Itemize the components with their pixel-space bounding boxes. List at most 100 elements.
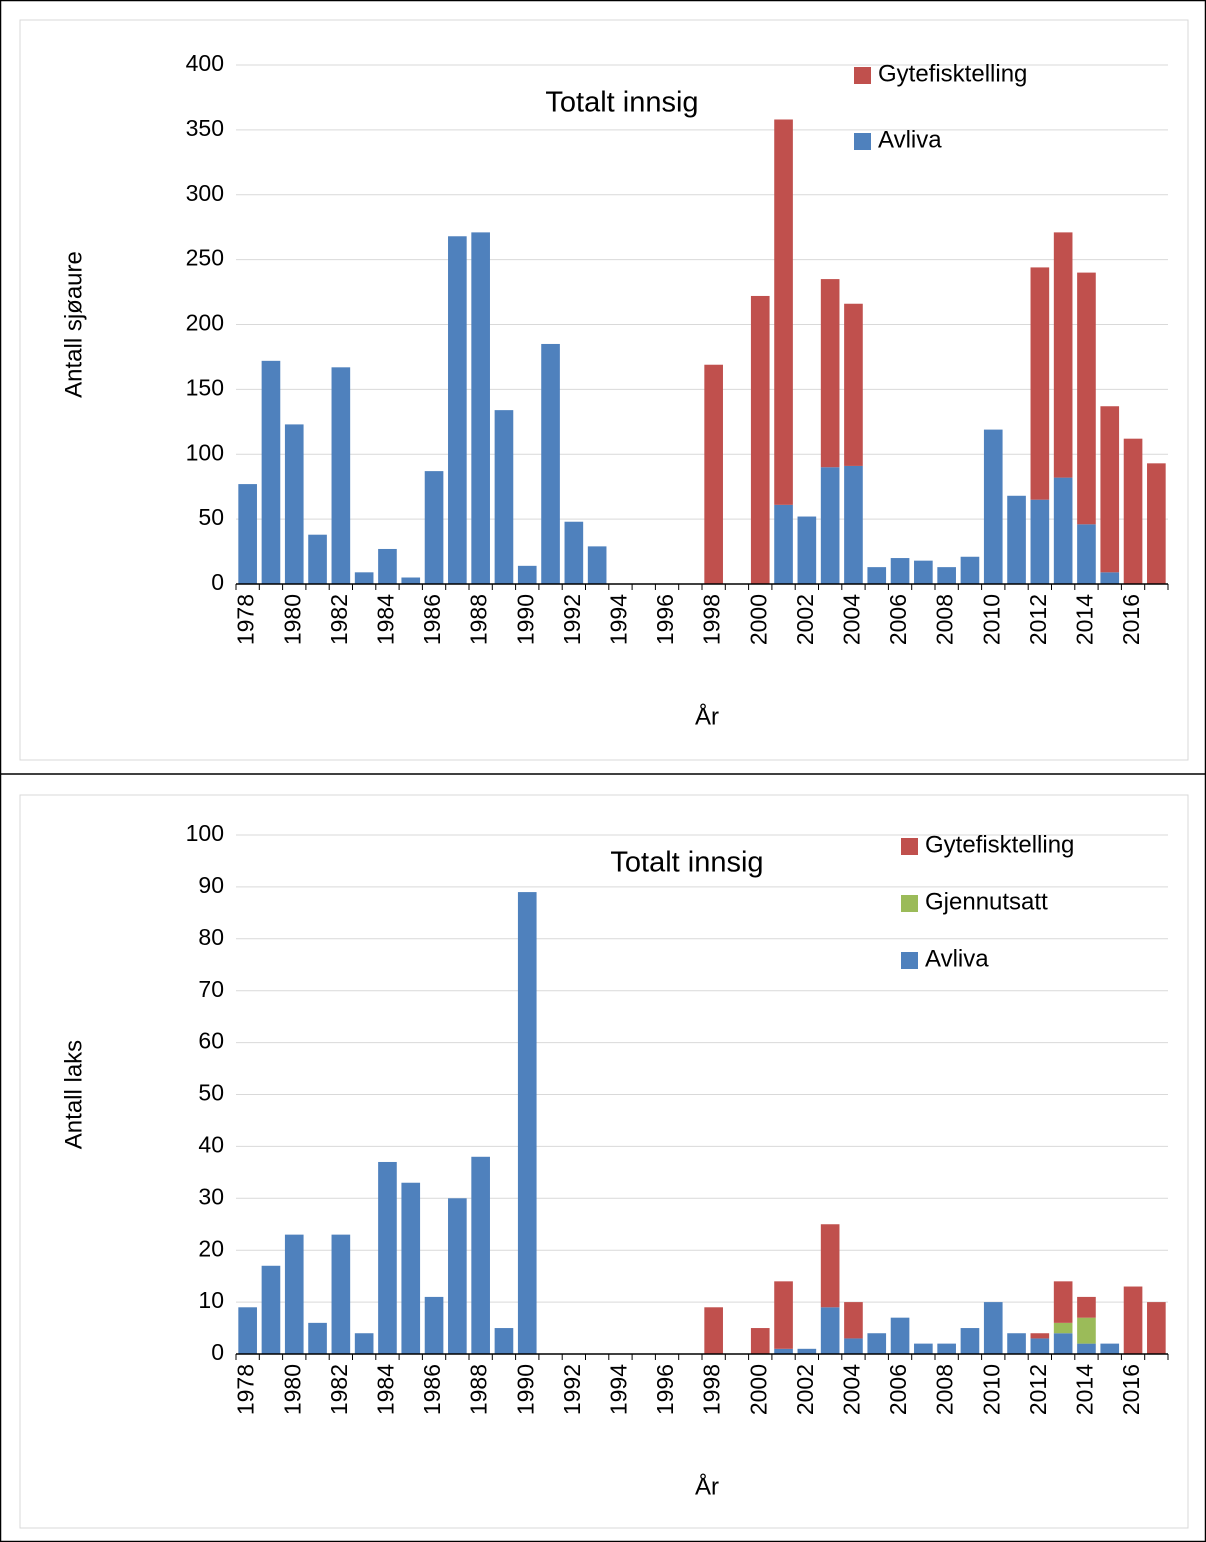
bar-segment — [424, 471, 444, 584]
bar-segment — [424, 1296, 444, 1354]
bar-segment — [797, 1348, 817, 1354]
bar-segment — [471, 1156, 490, 1354]
y-tick-label: 70 — [198, 976, 224, 1002]
bar-segment — [238, 1307, 257, 1354]
legend-swatch — [901, 838, 918, 855]
bar-segment — [750, 295, 770, 584]
y-axis-title: Antall laks — [60, 1040, 87, 1149]
x-tick-label: 1978 — [233, 1364, 259, 1415]
bar-segment — [1147, 1302, 1166, 1354]
x-tick-label: 1992 — [559, 1364, 585, 1415]
bar-segment — [471, 232, 490, 584]
bar-segment — [448, 1198, 467, 1354]
x-tick-label: 1994 — [606, 1364, 632, 1415]
x-tick-label: 2004 — [839, 1364, 865, 1415]
bar-segment — [261, 1265, 281, 1354]
x-tick-label: 2014 — [1072, 1364, 1098, 1415]
x-tick-label: 2012 — [1025, 1364, 1051, 1415]
y-tick-label: 40 — [198, 1131, 224, 1157]
bar-segment — [844, 1302, 863, 1339]
bar-segment — [937, 1343, 956, 1354]
x-tick-label: 2000 — [745, 1364, 771, 1415]
x-axis-title: År — [695, 1472, 719, 1500]
x-tick-label: 1994 — [606, 594, 632, 645]
bar-segment — [308, 1322, 327, 1354]
y-tick-label: 20 — [198, 1235, 224, 1261]
x-tick-label: 1982 — [326, 1364, 352, 1415]
bar-segment — [1077, 1343, 1096, 1354]
x-tick-label: 2014 — [1072, 594, 1098, 645]
x-tick-label: 1990 — [512, 594, 538, 645]
bar-segment — [704, 364, 723, 584]
bar-segment — [1030, 1338, 1050, 1354]
bar-segment — [1030, 1333, 1050, 1339]
y-tick-label: 350 — [186, 115, 224, 141]
bar-segment — [564, 521, 584, 584]
bar-segment — [983, 429, 1003, 584]
x-tick-label: 1980 — [279, 594, 305, 645]
bar-segment — [1100, 1343, 1120, 1354]
chart-frame — [19, 19, 1189, 761]
bar-segment — [331, 367, 351, 584]
x-tick-label: 1984 — [373, 594, 399, 645]
legend-swatch — [901, 952, 918, 969]
x-tick-label: 1998 — [699, 594, 725, 645]
bar-segment — [1100, 406, 1120, 573]
x-tick-label: 1980 — [279, 1364, 305, 1415]
bar-segment — [983, 1302, 1003, 1354]
bar-segment — [401, 577, 421, 584]
bar-segment — [914, 560, 933, 584]
chart-title: Totalt innsig — [610, 847, 763, 879]
x-tick-label: 1996 — [652, 594, 678, 645]
y-tick-label: 200 — [186, 310, 224, 336]
y-tick-label: 60 — [198, 1028, 224, 1054]
bar-segment — [238, 484, 257, 584]
bar-segment — [541, 343, 560, 584]
legend-label: Gjennutsatt — [925, 888, 1048, 915]
y-tick-label: 90 — [198, 872, 224, 898]
bar-segment — [867, 1333, 887, 1354]
bar-segment — [797, 516, 817, 584]
x-tick-label: 1986 — [419, 594, 445, 645]
x-tick-label: 1988 — [466, 594, 492, 645]
bar-segment — [448, 236, 467, 584]
bar-segment — [494, 1328, 514, 1354]
bar-segment — [960, 556, 980, 584]
legend-swatch — [854, 133, 871, 150]
bar-segment — [937, 567, 956, 584]
x-tick-label: 2002 — [792, 1364, 818, 1415]
bar-segment — [354, 1333, 374, 1354]
bar-segment — [401, 1182, 421, 1354]
y-tick-label: 300 — [186, 180, 224, 206]
bar-segment — [1123, 438, 1143, 584]
x-tick-label: 2004 — [839, 594, 865, 645]
bar-segment — [1123, 1286, 1143, 1354]
y-tick-label: 100 — [186, 439, 224, 465]
bar-segment — [774, 1348, 793, 1354]
x-tick-label: 1996 — [652, 1364, 678, 1415]
x-tick-label: 1988 — [466, 1364, 492, 1415]
bar-segment — [1053, 1333, 1073, 1354]
chart-title: Totalt innsig — [545, 87, 698, 119]
bar-segment — [308, 534, 327, 584]
bar-segment — [284, 1234, 304, 1354]
bar-segment — [1053, 1281, 1073, 1323]
x-tick-label: 2006 — [885, 1364, 911, 1415]
bar-segment — [890, 558, 910, 584]
x-tick-label: 1992 — [559, 594, 585, 645]
y-tick-label: 50 — [198, 504, 224, 530]
x-tick-label: 1990 — [512, 1364, 538, 1415]
x-tick-label: 2016 — [1118, 594, 1144, 645]
legend-label: Avliva — [878, 126, 942, 153]
legend-swatch — [901, 895, 918, 912]
x-tick-label: 1978 — [233, 594, 259, 645]
y-tick-label: 150 — [186, 374, 224, 400]
legend-label: Avliva — [925, 945, 989, 972]
bar-segment — [378, 548, 397, 584]
y-tick-label: 50 — [198, 1080, 224, 1106]
bar-segment — [844, 1338, 863, 1354]
bar-segment — [820, 279, 840, 468]
bar-segment — [1007, 1333, 1026, 1354]
x-tick-label: 2012 — [1025, 594, 1051, 645]
